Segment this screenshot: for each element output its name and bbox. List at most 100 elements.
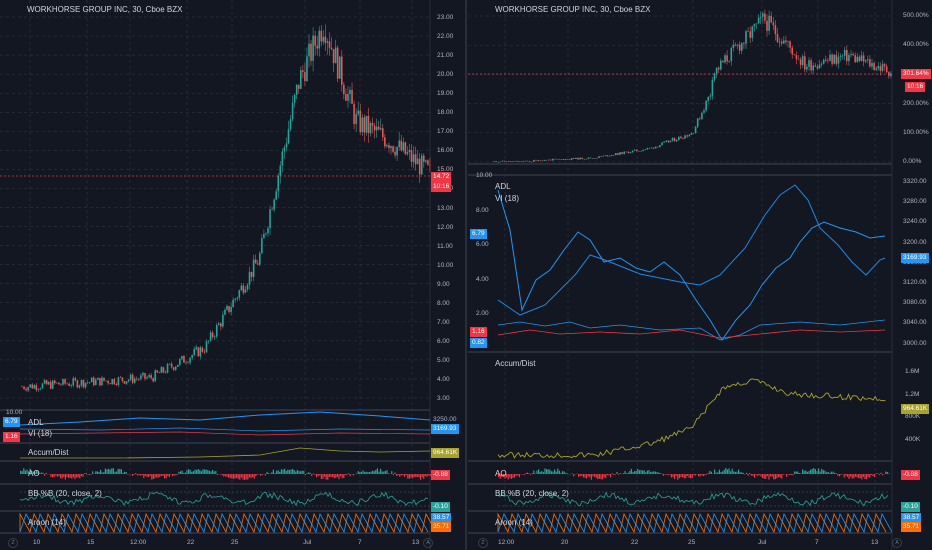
candle-body — [119, 377, 122, 378]
right-ao-bar — [744, 474, 746, 475]
candle-body — [21, 386, 23, 388]
candle-body — [185, 362, 187, 364]
candle-body — [414, 154, 417, 165]
candle-body — [343, 84, 345, 94]
right-ao-bar — [770, 474, 772, 477]
candle-body — [814, 65, 817, 67]
left-ao-bar — [112, 468, 114, 474]
right-ao-bar — [864, 474, 866, 479]
candle-body — [663, 141, 665, 143]
left-ao-bar — [74, 474, 76, 480]
candle-body — [60, 384, 62, 386]
left-ao-bar — [319, 474, 321, 476]
candle-body — [410, 150, 413, 162]
candle-body — [144, 373, 146, 379]
right-settings-icon[interactable]: A — [892, 538, 902, 548]
left-ao-bar — [204, 469, 206, 474]
left-ao-bar — [64, 474, 66, 480]
left-ao-bar — [277, 470, 279, 474]
left-aroon-down — [19, 512, 437, 534]
right-ao-bar — [597, 474, 599, 480]
candle-body — [326, 41, 329, 43]
candle-body — [619, 152, 621, 155]
right-zoom-icon[interactable]: Z — [478, 538, 488, 548]
time-tick: 13 — [412, 539, 420, 546]
left-ao-bar — [173, 474, 175, 476]
candle-body — [606, 155, 609, 157]
adl-tick: 3200.00 — [903, 238, 927, 246]
right-ao-bar — [806, 471, 808, 474]
right-ao-bar — [688, 474, 690, 478]
candle-body — [860, 55, 863, 61]
right-ao-bar — [614, 474, 616, 475]
price-tick: 3.00 — [437, 395, 450, 402]
candle-body — [686, 135, 688, 137]
left-time-tag: 10:16 — [431, 182, 452, 192]
left-settings-icon[interactable]: A — [423, 538, 433, 548]
candle-body — [129, 374, 132, 380]
candle-body — [259, 253, 261, 265]
candle-body — [328, 41, 331, 48]
left-ao-bar — [156, 474, 158, 478]
left-zoom-icon[interactable]: Z — [8, 538, 18, 548]
left-ao-bar — [223, 474, 225, 477]
right-ao-bar — [592, 474, 594, 477]
left-ao-bar — [402, 474, 404, 476]
candle-body — [728, 61, 730, 62]
left-ao-bar — [34, 471, 36, 474]
left-price-tag: 14.72 — [431, 172, 452, 182]
left-ao-bar — [175, 474, 177, 476]
candle-body — [213, 336, 216, 338]
left-ao-bar — [132, 474, 134, 476]
candle-body — [543, 159, 546, 161]
candle-body — [600, 156, 602, 157]
left-ao-bar — [85, 473, 87, 474]
right-ao-bar — [730, 471, 732, 474]
price-tick: 16.00 — [437, 147, 454, 155]
candle-body — [783, 40, 785, 44]
left-ao-bar — [236, 474, 238, 478]
candle-body — [633, 149, 636, 151]
candle-body — [224, 309, 226, 315]
candle-body — [705, 100, 707, 111]
right-ao-bar — [858, 474, 860, 479]
left-ao-bar — [312, 473, 314, 474]
left-ao-bar — [373, 471, 375, 474]
candle-body — [72, 378, 75, 386]
candle-body — [554, 158, 556, 160]
percent-tick: 200.00% — [903, 99, 929, 107]
candle-body — [743, 43, 745, 44]
right-aroon-down — [497, 512, 887, 534]
candle-body — [843, 49, 846, 56]
time-tick: 13 — [871, 539, 879, 546]
candle-body — [493, 161, 495, 162]
candle-body — [524, 160, 527, 162]
candle-body — [507, 160, 510, 162]
right-ao-bar — [846, 474, 848, 477]
left-ao-bar — [167, 474, 169, 476]
candle-body — [345, 93, 347, 101]
percent-tick: 0.00% — [903, 158, 922, 165]
left-ao-bar — [56, 474, 58, 477]
left-ao-bar — [159, 474, 161, 477]
right-ao-bar — [763, 474, 765, 479]
right-ao-bar — [760, 474, 762, 477]
left-ao-bar — [68, 474, 70, 478]
candle-body — [539, 160, 541, 162]
price-tick: 20.00 — [437, 71, 454, 79]
left-ao-bar — [143, 474, 145, 478]
right-ao-bar — [818, 468, 820, 474]
right-ao-bar — [643, 470, 645, 474]
right-ao-bar — [506, 474, 508, 478]
candle-body — [199, 347, 202, 357]
candle-body — [722, 60, 724, 63]
left-adl-right-tick: 3250.00 — [433, 416, 457, 423]
candle-body — [74, 378, 77, 381]
right-ao-bar — [766, 474, 768, 477]
right-adl-line — [497, 189, 886, 341]
candle-body — [583, 159, 586, 160]
candle-body — [594, 158, 596, 159]
price-tick: 17.00 — [437, 128, 454, 136]
left-ao-bar — [221, 474, 223, 476]
